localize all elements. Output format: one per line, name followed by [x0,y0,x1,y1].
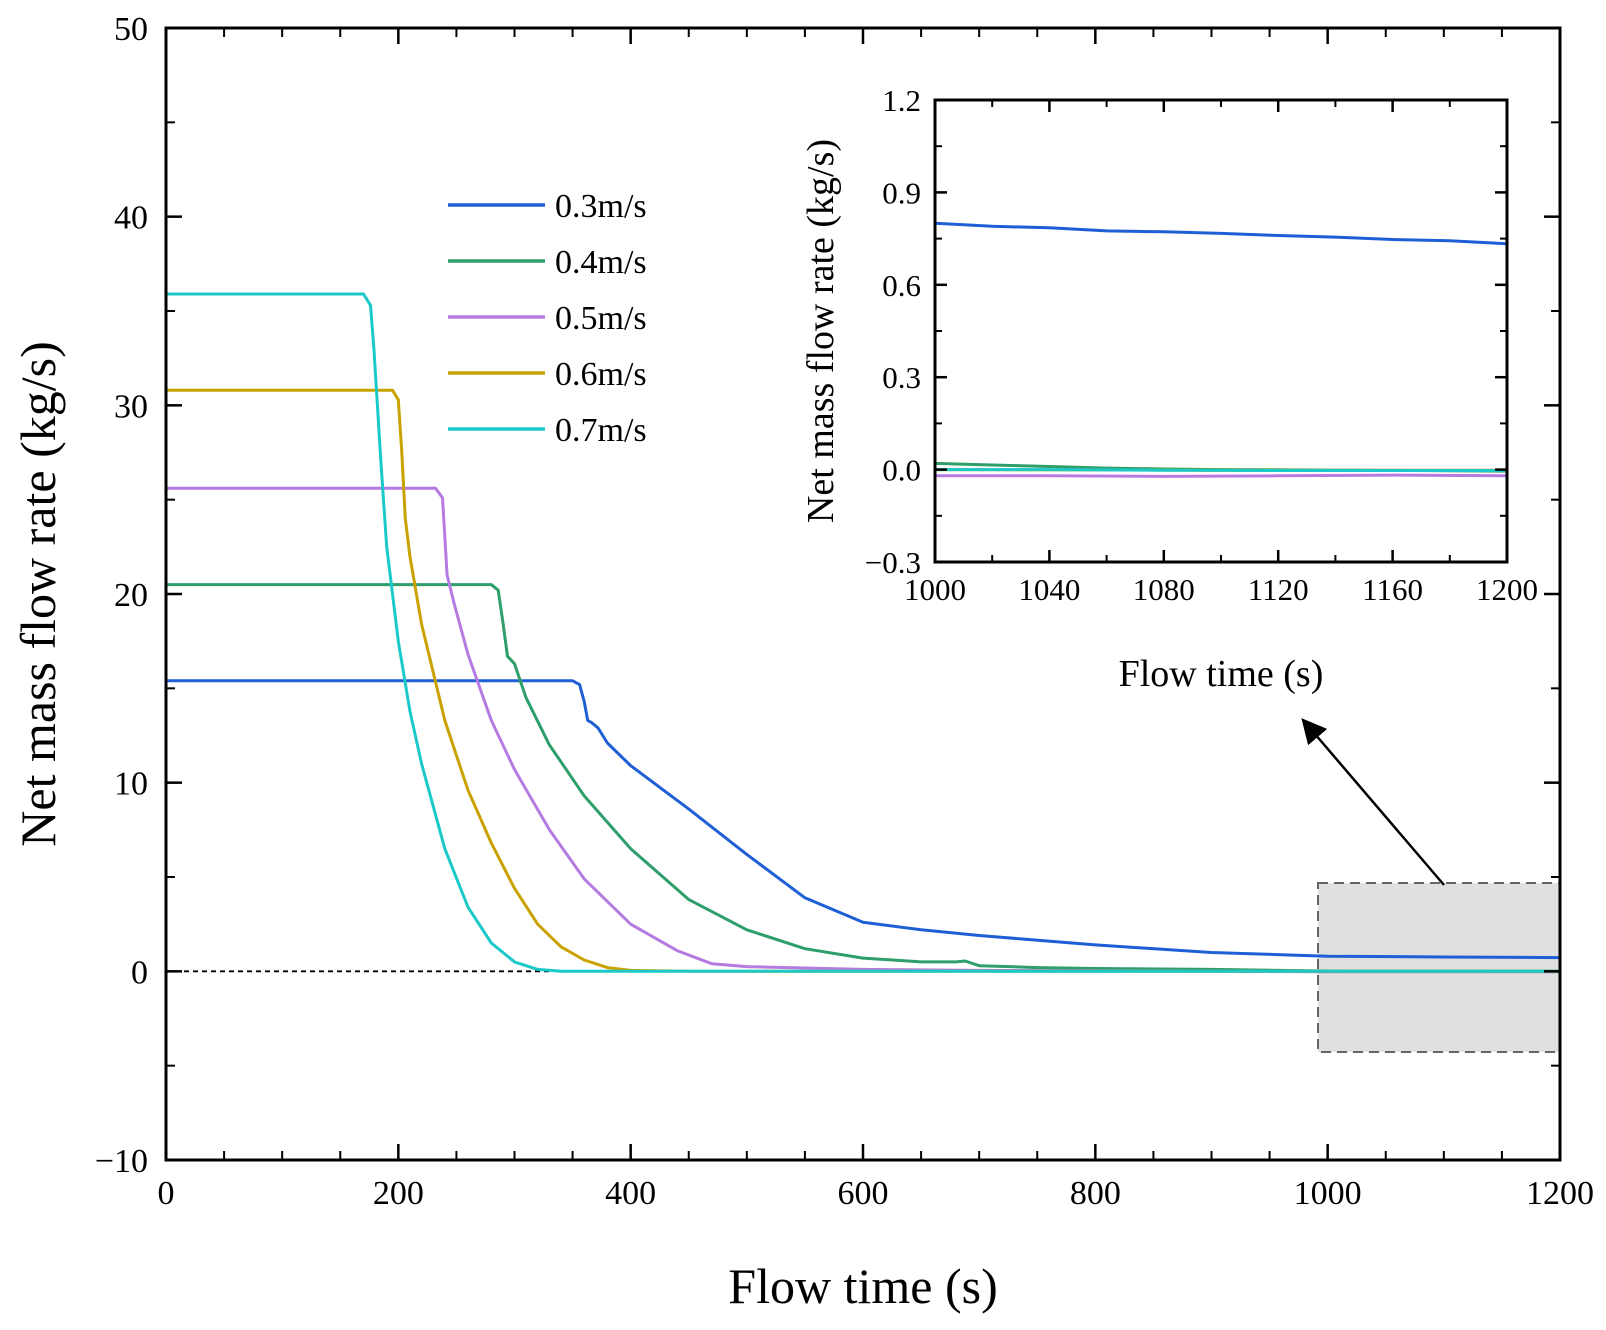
main-x-tick-label: 400 [605,1175,656,1212]
main-y-tick-labels: −10 0 10 20 30 40 50 [95,11,148,1180]
x-axis-title: Flow time (s) [728,1258,997,1314]
main-x-tick-label: 600 [838,1175,889,1212]
main-x-tick-label: 1200 [1526,1175,1594,1212]
legend-label: 0.5m/s [555,300,647,337]
inset-series-0-5m-s [935,473,1507,478]
legend-label: 0.3m/s [555,188,647,225]
inset-y-tick-label: 1.2 [882,83,921,118]
legend-label: 0.6m/s [555,356,647,393]
main-y-tick-label: 50 [114,11,148,48]
zoom-arrow [1301,718,1445,886]
inset-y-tick-label: 0.3 [882,360,921,395]
inset-y-tick-labels: −0.3 0.0 0.3 0.6 0.9 1.2 [865,83,921,580]
main-x-tick-labels: 0 200 400 600 800 1000 1200 [158,1175,1595,1212]
inset-x-tick-label: 1120 [1248,572,1309,607]
legend-item: 0.5m/s [448,300,647,337]
inset-x-tick-label: 1000 [904,572,966,607]
y-axis-title: Net mass flow rate (kg/s) [10,341,66,846]
main-y-tick-label: 40 [114,200,148,237]
inset-x-tick-labels: 1000 1040 1080 1120 1160 1200 [904,572,1538,607]
legend-label: 0.4m/s [555,244,647,281]
inset-series-group [935,221,1507,478]
inset-x-tick-label: 1080 [1133,572,1195,607]
legend-item: 0.3m/s [448,188,647,225]
main-x-tick-label: 1000 [1294,1175,1362,1212]
main-axis-ticks [164,26,1562,1162]
main-series-group [166,292,1560,974]
legend-label: 0.7m/s [555,412,647,449]
main-x-tick-label: 800 [1070,1175,1121,1212]
main-series-0-4m-s [166,583,1560,973]
legend-item: 0.4m/s [448,244,647,281]
inset-x-tick-label: 1200 [1476,572,1538,607]
main-plot: 0 200 400 600 800 1000 1200 −10 0 10 20 30 40 50 Flo… [10,11,1594,1314]
inset-y-tick-label: 0.6 [882,268,921,303]
main-y-tick-label: 30 [114,388,148,425]
main-series-0-6m-s [166,388,1560,973]
inset-y-tick-label: −0.3 [865,545,921,580]
zoom-region-box [1317,882,1561,1053]
inset-series-0-7m-s [935,468,1507,472]
main-series-0-3m-s [166,679,1560,960]
inset-x-tick-label: 1040 [1018,572,1080,607]
main-x-tick-label: 0 [158,1175,175,1212]
legend-item: 0.7m/s [448,412,647,449]
inset-series-0-3m-s [935,221,1507,246]
inset-plot: 1000 1040 1080 1120 1160 1200 −0.3 0.0 0.3 0.6 0.… [800,83,1538,695]
inset-y-tick-label: 0.0 [882,453,921,488]
main-y-tick-label: 10 [114,766,148,803]
inset-x-axis-title: Flow time (s) [1119,653,1324,695]
main-series-0-5m-s [166,486,1560,974]
legend: 0.3m/s 0.4m/s 0.5m/s 0.6m/s 0.7m/s [448,188,647,449]
inset-background [935,100,1507,562]
inset-axis-ticks [933,98,1509,564]
main-y-tick-label: −10 [95,1143,148,1180]
inset-y-axis-title: Net mass flow rate (kg/s) [800,139,842,523]
legend-item: 0.6m/s [448,356,647,393]
main-y-tick-label: 20 [114,577,148,614]
main-x-tick-label: 200 [373,1175,424,1212]
main-y-tick-label: 0 [131,954,148,991]
inset-y-tick-label: 0.9 [882,175,921,210]
main-series-0-7m-s [166,292,1560,973]
inset-x-tick-label: 1160 [1362,572,1423,607]
